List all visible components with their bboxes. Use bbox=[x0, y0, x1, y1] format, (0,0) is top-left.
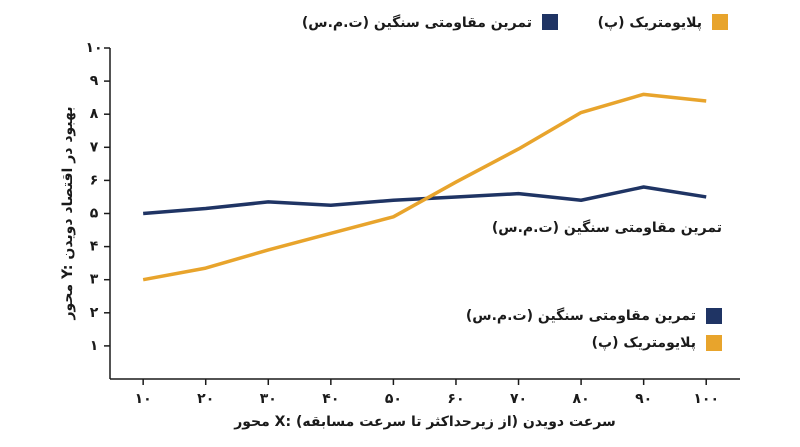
legend-label: پلایومتریک (پ) bbox=[598, 15, 702, 31]
x-axis-label: محور X: سرعت دویدن (از زیرحداکثر تا سرعت… bbox=[233, 414, 616, 430]
x-tick-label: ۶۰ bbox=[447, 391, 464, 407]
x-tick-label: ۳۰ bbox=[260, 391, 277, 407]
legend-label: تمرین مقاومتی سنگین (ت.م.س) bbox=[302, 14, 532, 31]
y-tick-label: ۹ bbox=[90, 73, 99, 89]
x-tick-label: ۱۰۰ bbox=[693, 391, 719, 407]
y-tick-label: ۲ bbox=[90, 305, 99, 321]
series-line bbox=[142, 92, 707, 282]
y-axis-label: محور Y: بهبود در اقتصاد دویدن bbox=[60, 106, 76, 320]
y-tick-label: ۸ bbox=[90, 106, 99, 122]
x-tick-label: ۱۰ bbox=[135, 391, 152, 407]
y-tick-label: ۶ bbox=[90, 172, 99, 188]
y-tick-label: ۱۰ bbox=[85, 40, 102, 56]
annotation: تمرین مقاومتی سنگین (ت.م.س) bbox=[492, 219, 722, 236]
y-tick-label: ۵ bbox=[90, 206, 99, 222]
legend-swatch bbox=[712, 14, 728, 30]
legend-label: تمرین مقاومتی سنگین (ت.م.س) bbox=[466, 307, 696, 324]
legend-swatch bbox=[542, 14, 558, 30]
y-tick-label: ۱ bbox=[90, 338, 99, 354]
y-tick-label: ۴ bbox=[90, 239, 99, 255]
y-tick-label: ۷ bbox=[90, 139, 99, 155]
x-tick-label: ۵۰ bbox=[385, 391, 402, 407]
legend-swatch bbox=[706, 308, 722, 324]
x-tick-label: ۴۰ bbox=[322, 391, 339, 407]
x-tick-label: ۲۰ bbox=[197, 391, 214, 407]
x-tick-label: ۷۰ bbox=[510, 391, 527, 407]
x-tick-label: ۸۰ bbox=[573, 391, 590, 407]
x-tick-label: ۹۰ bbox=[635, 391, 652, 407]
legend-label: پلایومتریک (پ) bbox=[592, 335, 696, 351]
legend-swatch bbox=[706, 335, 722, 351]
y-tick-label: ۳ bbox=[90, 272, 99, 288]
